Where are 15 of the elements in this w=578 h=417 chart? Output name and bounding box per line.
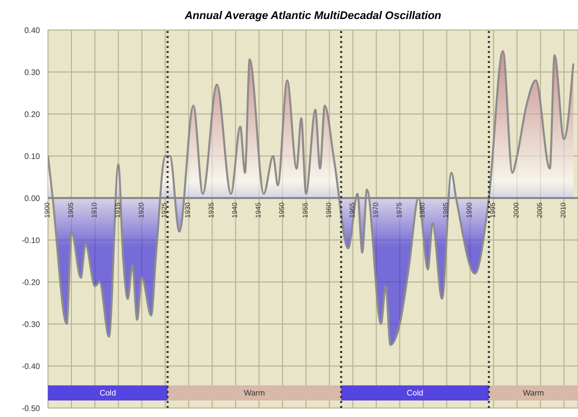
band-label: Warm [244,388,266,398]
y-tick-label: 0.00 [24,194,41,203]
y-tick-label: -0.20 [22,278,41,287]
band-label: Warm [522,388,544,398]
y-tick-label: 0.40 [24,26,41,35]
y-tick-label: -0.50 [22,404,41,413]
y-tick-label: 0.10 [24,152,41,161]
band-label: Cold [406,388,424,398]
chart-title: Annual Average Atlantic MultiDecadal Oscillation [184,10,442,22]
y-tick-label: -0.10 [22,236,41,245]
y-tick-label: 0.20 [24,110,41,119]
y-tick-label: -0.30 [22,320,41,329]
band-label: Cold [100,388,116,398]
y-tick-label: -0.40 [22,362,41,371]
y-tick-label: 0.30 [24,68,41,77]
